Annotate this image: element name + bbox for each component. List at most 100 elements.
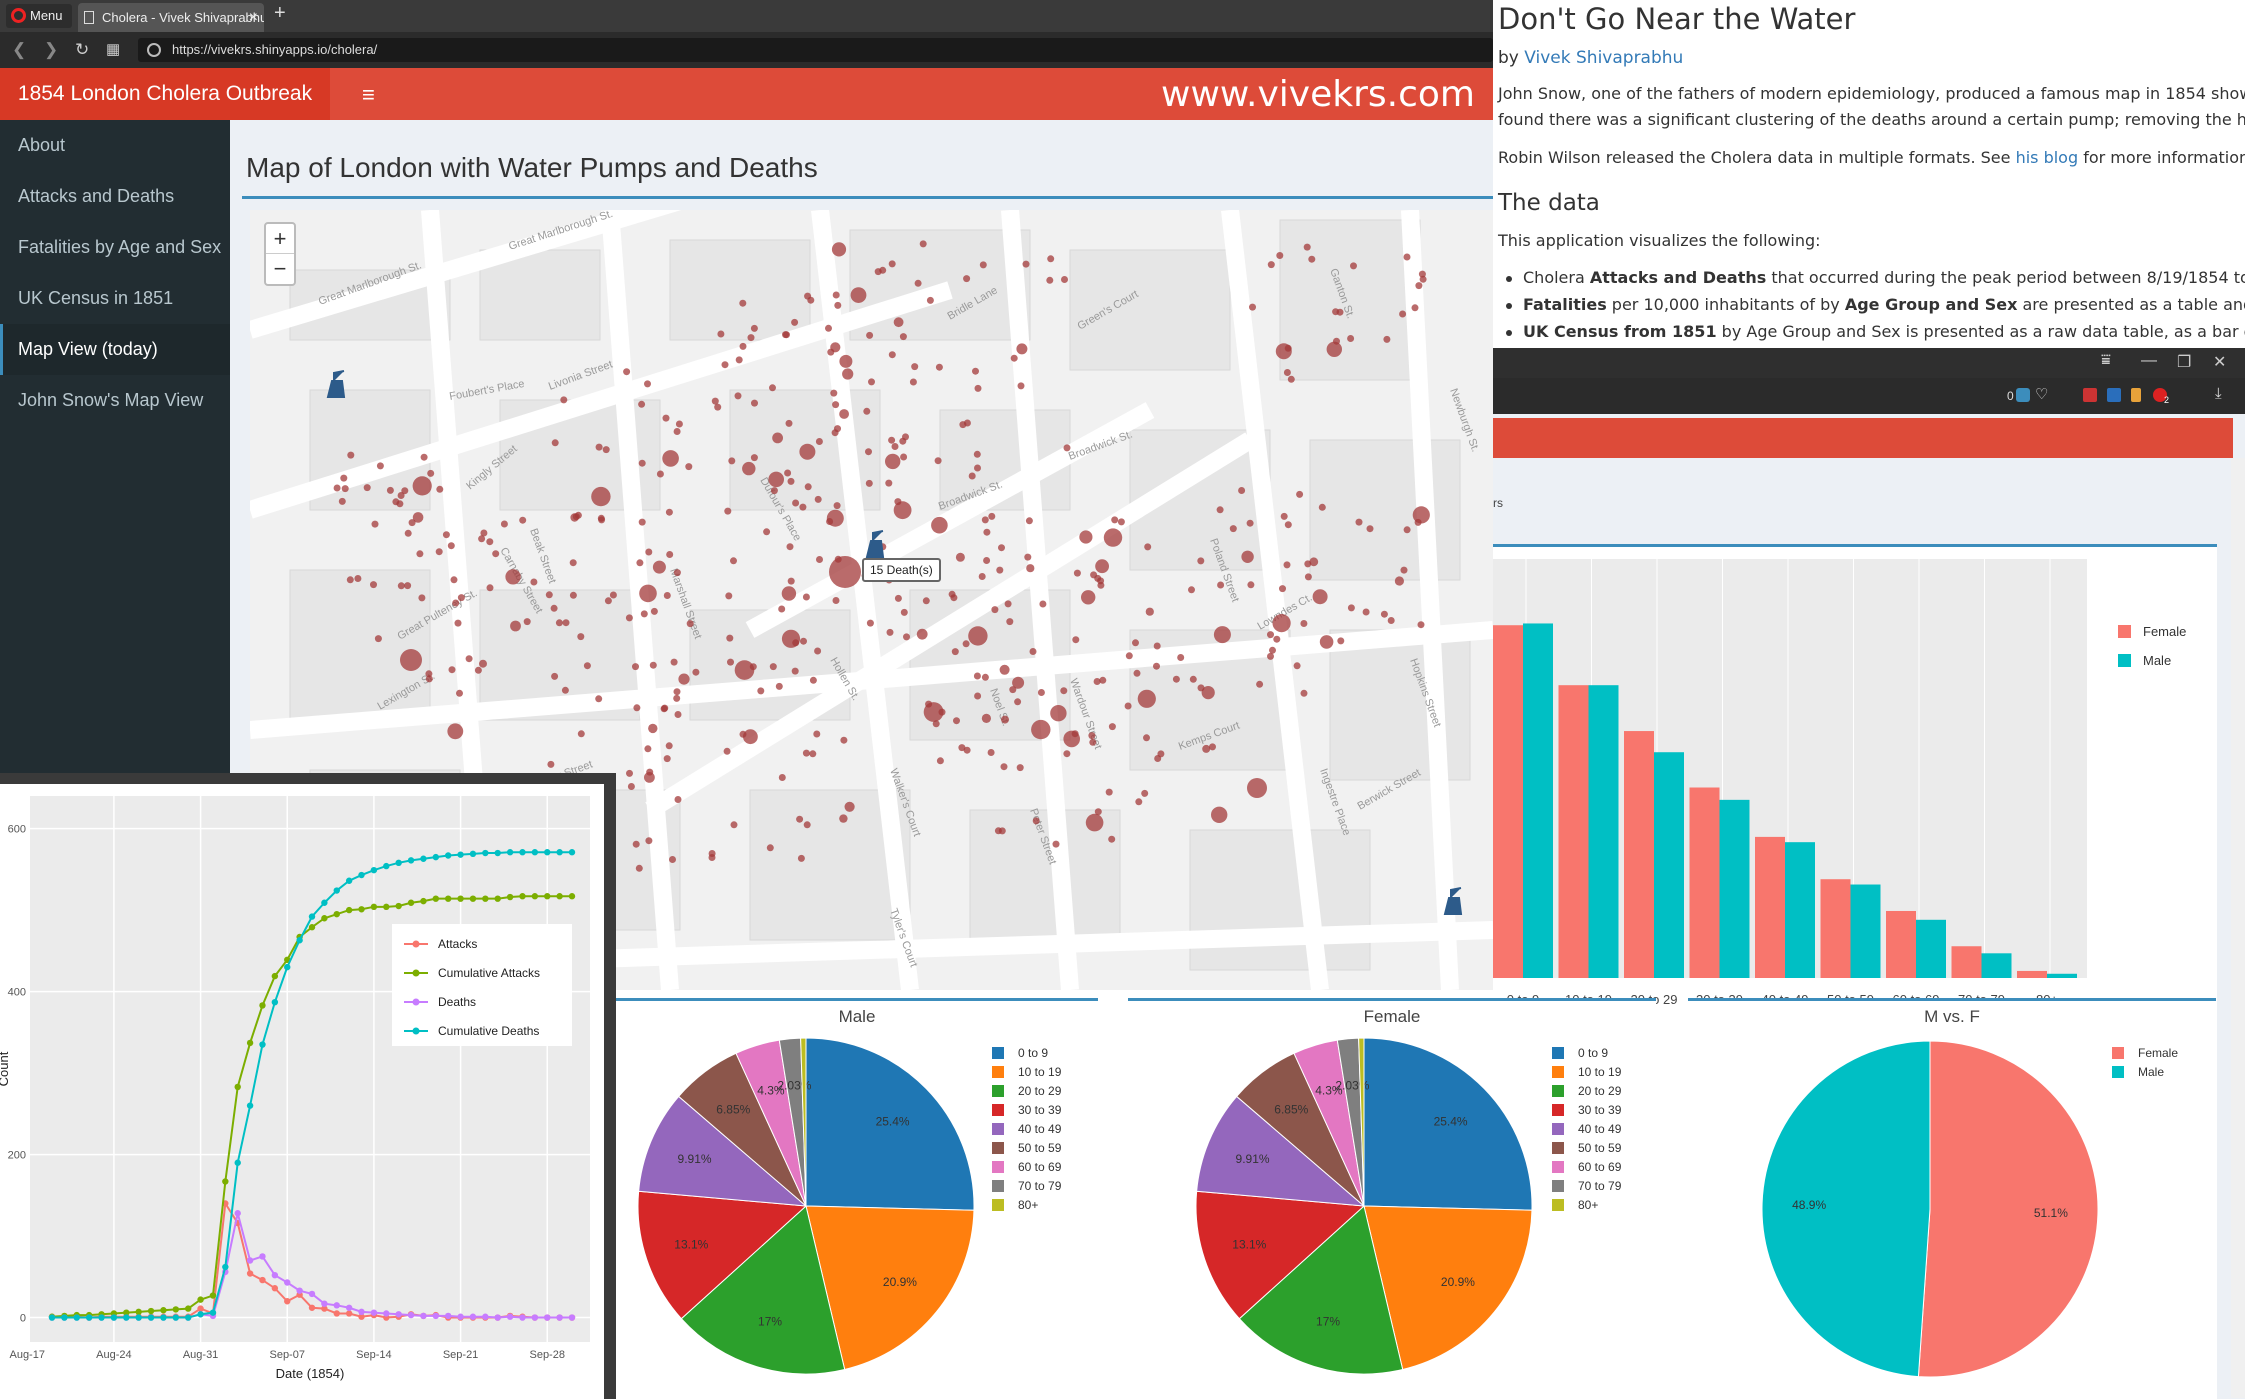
death-marker[interactable] — [751, 399, 758, 407]
death-marker[interactable] — [974, 384, 982, 392]
death-marker[interactable] — [932, 720, 940, 728]
death-marker[interactable] — [1081, 590, 1096, 605]
death-marker[interactable] — [734, 392, 742, 400]
death-marker[interactable] — [727, 658, 734, 666]
death-marker[interactable] — [425, 675, 433, 683]
data-point[interactable] — [321, 899, 328, 906]
death-marker[interactable] — [675, 420, 683, 428]
death-marker[interactable] — [1309, 557, 1319, 567]
death-marker[interactable] — [632, 840, 640, 848]
data-point[interactable] — [345, 877, 353, 884]
death-marker[interactable] — [743, 729, 758, 745]
death-marker[interactable] — [899, 333, 907, 341]
death-marker[interactable] — [885, 453, 901, 470]
opera-menu-button[interactable]: Menu — [6, 4, 72, 28]
death-marker[interactable] — [791, 667, 799, 675]
death-marker[interactable] — [551, 439, 559, 447]
data-point[interactable] — [519, 1314, 526, 1321]
death-marker[interactable] — [1300, 689, 1308, 697]
death-marker[interactable] — [1095, 559, 1109, 574]
data-point[interactable] — [383, 862, 390, 870]
death-marker[interactable] — [724, 507, 732, 515]
death-marker[interactable] — [935, 363, 943, 371]
death-marker[interactable] — [1216, 506, 1224, 514]
death-marker[interactable] — [597, 514, 605, 522]
tab-close-button[interactable]: × — [248, 9, 258, 26]
death-marker[interactable] — [948, 590, 956, 598]
data-point[interactable] — [110, 1314, 118, 1321]
data-point[interactable] — [568, 893, 576, 900]
death-marker[interactable] — [370, 581, 377, 589]
app-title[interactable]: 1854 London Cholera Outbreak — [0, 68, 330, 120]
death-marker[interactable] — [1000, 763, 1008, 771]
death-marker[interactable] — [814, 647, 822, 655]
death-marker[interactable] — [583, 662, 591, 670]
death-marker[interactable] — [436, 485, 444, 493]
data-point[interactable] — [197, 1311, 204, 1318]
death-marker[interactable] — [959, 421, 967, 429]
death-marker[interactable] — [799, 503, 807, 511]
death-marker[interactable] — [418, 594, 426, 602]
death-marker[interactable] — [1213, 626, 1231, 644]
data-point[interactable] — [246, 1039, 254, 1047]
death-marker[interactable] — [1275, 343, 1292, 360]
data-point[interactable] — [284, 963, 291, 971]
death-marker[interactable] — [979, 261, 987, 269]
death-marker[interactable] — [1201, 686, 1215, 700]
death-marker[interactable] — [435, 548, 443, 556]
death-marker[interactable] — [903, 633, 910, 641]
death-marker[interactable] — [354, 575, 362, 582]
data-point[interactable] — [370, 1309, 378, 1316]
death-marker[interactable] — [1399, 310, 1407, 318]
site-link[interactable]: www.vivekrs.com — [1161, 74, 1475, 115]
death-marker[interactable] — [474, 666, 482, 674]
death-marker[interactable] — [974, 692, 982, 700]
death-marker[interactable] — [891, 443, 899, 450]
death-marker[interactable] — [577, 633, 585, 641]
death-marker[interactable] — [1029, 648, 1037, 655]
data-point[interactable] — [222, 1263, 229, 1271]
death-marker[interactable] — [577, 730, 585, 738]
death-marker[interactable] — [1004, 600, 1012, 608]
death-marker[interactable] — [673, 428, 681, 435]
death-marker[interactable] — [1387, 617, 1395, 624]
data-point[interactable] — [234, 1083, 241, 1091]
death-marker[interactable] — [632, 663, 639, 671]
death-marker[interactable] — [1026, 564, 1035, 573]
death-marker[interactable] — [1283, 369, 1291, 376]
death-marker[interactable] — [635, 864, 643, 872]
death-marker[interactable] — [450, 576, 458, 584]
death-marker[interactable] — [735, 356, 743, 364]
death-marker[interactable] — [1117, 518, 1125, 526]
data-point[interactable] — [494, 1314, 501, 1321]
data-point[interactable] — [432, 853, 440, 861]
speed-dial-icon[interactable]: ▦ — [106, 41, 121, 58]
death-marker[interactable] — [408, 519, 416, 527]
death-marker[interactable] — [714, 403, 722, 411]
death-marker[interactable] — [981, 516, 989, 524]
sidebar-item-fatalities[interactable]: Fatalities by Age and Sex — [18, 237, 222, 257]
death-marker[interactable] — [480, 529, 488, 537]
death-marker[interactable] — [866, 619, 874, 627]
death-marker[interactable] — [561, 686, 569, 694]
death-marker[interactable] — [465, 655, 473, 663]
death-marker[interactable] — [547, 760, 555, 768]
death-marker[interactable] — [781, 629, 801, 648]
death-marker[interactable] — [595, 695, 603, 703]
death-marker[interactable] — [784, 469, 792, 477]
data-point[interactable] — [519, 893, 526, 900]
death-marker[interactable] — [500, 520, 508, 528]
death-marker[interactable] — [1103, 528, 1123, 547]
zoom-out-button[interactable]: − — [273, 256, 287, 281]
death-marker[interactable] — [660, 705, 668, 713]
death-marker[interactable] — [545, 591, 553, 599]
death-marker[interactable] — [1141, 789, 1149, 797]
death-marker[interactable] — [963, 746, 971, 754]
zoom-in-button[interactable]: + — [266, 224, 294, 254]
death-marker[interactable] — [763, 528, 771, 536]
death-marker[interactable] — [1394, 576, 1404, 586]
pie-slice[interactable] — [1363, 1205, 1533, 1371]
death-marker[interactable] — [1022, 260, 1030, 268]
death-marker[interactable] — [400, 649, 422, 671]
data-point[interactable] — [407, 857, 415, 864]
